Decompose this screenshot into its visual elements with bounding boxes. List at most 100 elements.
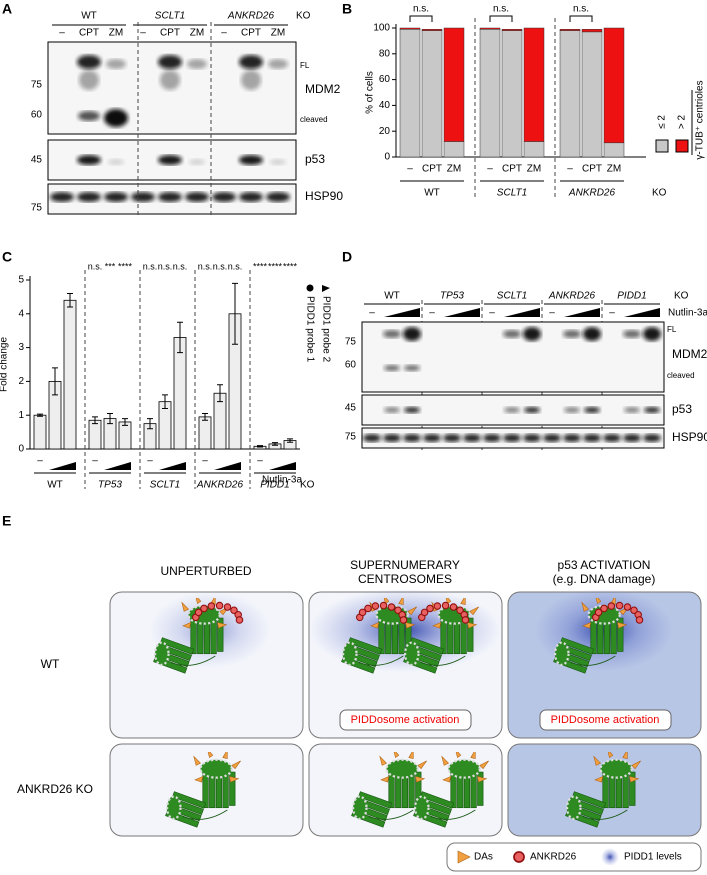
blot-band <box>239 55 263 69</box>
y-tick-label: 80 <box>379 48 391 59</box>
marker-label: 75 <box>345 432 357 443</box>
bar-segment <box>399 29 421 158</box>
blot-band <box>108 159 124 165</box>
error-bar <box>37 413 43 417</box>
lane-label: CPT <box>79 28 99 39</box>
column-header: UNPERTURBED <box>160 564 251 578</box>
marker-label: 45 <box>345 403 357 414</box>
row-label: WT <box>41 657 60 671</box>
blot-band <box>403 327 421 341</box>
lane-label: ZM <box>109 28 123 39</box>
y-tick-label: 100 <box>373 23 390 34</box>
annotation: n.s. <box>493 4 509 15</box>
legend-label: PIDD1 probe 2 <box>320 296 331 363</box>
group-label: WT <box>47 480 63 491</box>
band-label: cleaved <box>667 371 695 380</box>
bar-segment <box>501 30 523 158</box>
group-suffix: KO <box>652 188 667 199</box>
significance: n.s. <box>88 261 103 271</box>
bar-segment <box>523 27 545 142</box>
blot-band <box>270 159 286 165</box>
blot-band <box>603 434 621 442</box>
ramp <box>49 462 76 470</box>
blot-band <box>623 330 641 338</box>
activation-label: PIDDosome activation <box>351 714 460 726</box>
blot-band <box>523 434 541 442</box>
blot-band <box>384 365 400 371</box>
y-tick-label: 5 <box>18 275 24 286</box>
error-bar <box>257 445 263 448</box>
legend-label: DAs <box>474 852 493 863</box>
ramp <box>384 308 420 317</box>
protein-label: MDM2 <box>672 347 707 361</box>
bracket <box>409 15 433 22</box>
blot-band <box>644 407 660 413</box>
error-bar <box>52 367 58 396</box>
blot-band <box>189 159 205 165</box>
group-label: WT <box>424 188 440 199</box>
lane-label: CPT <box>241 28 261 39</box>
group-label: SCLT1 <box>497 291 527 302</box>
blot-band <box>383 330 401 338</box>
blot-band <box>212 192 236 202</box>
blot-band <box>106 59 126 69</box>
treatment-label: Nutlin-3a <box>262 475 302 486</box>
group-label: ANKRD26 <box>568 188 616 199</box>
bar-segment <box>559 29 581 31</box>
row-label: ANKRD26 KO <box>17 782 93 796</box>
lane-label: – <box>489 308 495 319</box>
lane-label: – <box>429 308 435 319</box>
band-label: cleaved <box>300 115 328 124</box>
legend-label: ANKRD26 <box>530 852 577 863</box>
legend-label: ≤ 2 <box>657 115 668 129</box>
bar-segment <box>421 29 443 31</box>
blot-band <box>504 407 520 413</box>
y-tick-label: 60 <box>379 74 391 85</box>
x-tick-label: ZM <box>447 164 461 175</box>
x-tick-label: CPT <box>502 164 522 175</box>
blot-band <box>443 434 461 442</box>
bar-segment <box>421 30 443 158</box>
blot-band <box>524 407 540 413</box>
column-header: (e.g. DNA damage) <box>553 572 656 586</box>
significance: n.s. <box>173 261 188 271</box>
group-label: ANKRD26 <box>227 11 275 22</box>
y-tick-label: 1 <box>18 410 24 421</box>
error-bar <box>272 442 278 446</box>
bracket <box>489 15 513 22</box>
x-tick-label: – <box>37 456 43 467</box>
significance: **** <box>283 261 298 271</box>
bar <box>173 337 187 450</box>
blot-band <box>583 327 601 341</box>
error-bar <box>67 293 73 308</box>
blot-band <box>50 192 74 202</box>
bar-segment <box>479 29 501 158</box>
x-tick-label: – <box>407 164 413 175</box>
blot-band <box>523 327 541 341</box>
error-bar <box>122 418 128 426</box>
error-bar <box>202 413 208 421</box>
group-label: SCLT1 <box>150 480 180 491</box>
y-tick-label: 3 <box>18 342 24 353</box>
blot-band <box>463 434 481 442</box>
blot-band <box>623 434 641 442</box>
blot-band <box>77 192 101 202</box>
significance: n.s. <box>143 261 158 271</box>
legend-marker <box>322 285 330 292</box>
y-tick-label: 40 <box>379 100 391 111</box>
column-header: SUPERNUMERARY <box>350 558 460 572</box>
error-bar <box>177 321 183 354</box>
bar-segment <box>501 29 523 31</box>
y-tick-label: 4 <box>18 308 24 319</box>
panel-label: D <box>342 249 352 265</box>
protein-label: MDM2 <box>305 82 341 96</box>
blot-band <box>363 434 381 442</box>
blot-band <box>404 365 420 371</box>
blot-band <box>383 434 401 442</box>
ramp <box>214 462 241 470</box>
column-header: CENTROSOMES <box>358 572 452 586</box>
group-label: ANKRD26 <box>196 480 244 491</box>
marker-label: 45 <box>31 155 43 166</box>
lane-label: ZM <box>190 28 204 39</box>
